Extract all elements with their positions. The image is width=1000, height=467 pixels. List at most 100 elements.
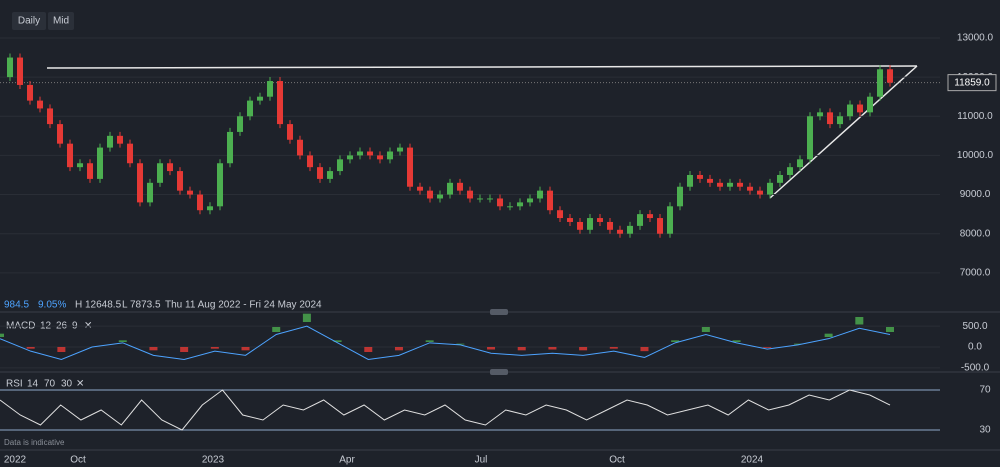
histogram-bar — [579, 347, 588, 351]
candle — [747, 186, 753, 191]
histogram-bar — [517, 347, 526, 351]
candle — [727, 182, 733, 187]
candle — [537, 190, 543, 199]
trend-line[interactable] — [769, 65, 918, 199]
y-tick-label: 30 — [979, 425, 991, 436]
candle — [247, 100, 253, 117]
candle — [127, 143, 133, 164]
candle — [437, 194, 443, 199]
candle — [377, 155, 383, 160]
price-type[interactable]: Mid — [53, 16, 69, 27]
candle — [837, 116, 843, 125]
candle — [527, 198, 533, 203]
histogram-bar — [241, 347, 250, 351]
histogram-bar — [149, 347, 158, 351]
histogram-bar — [26, 347, 35, 349]
candle — [737, 182, 743, 187]
trend-line[interactable] — [46, 65, 918, 69]
histogram-bar — [210, 347, 219, 349]
candle — [517, 202, 523, 207]
x-tick-label: Oct — [609, 455, 625, 466]
candle — [557, 210, 563, 219]
candle — [397, 147, 403, 152]
panel-resizer[interactable] — [490, 309, 508, 315]
x-tick-label: 2022 — [4, 455, 27, 466]
high: H 12648.5 — [75, 300, 122, 311]
candle — [477, 198, 483, 200]
candle — [227, 131, 233, 164]
y-tick-label: 13000.0 — [957, 33, 994, 44]
candle — [267, 81, 273, 97]
candle — [167, 163, 173, 172]
candle — [887, 69, 893, 83]
candle — [677, 186, 683, 207]
candle — [467, 190, 473, 199]
candle — [567, 218, 573, 222]
candle — [547, 190, 553, 211]
candle — [417, 186, 423, 191]
candle — [857, 104, 863, 113]
candle — [7, 57, 13, 78]
candle — [337, 159, 343, 172]
candle — [237, 116, 243, 132]
x-tick-label: Apr — [339, 455, 355, 466]
candle — [387, 151, 393, 160]
y-tick-label: 9000.0 — [960, 189, 991, 200]
candle — [487, 198, 493, 200]
x-tick-label: Oct — [70, 455, 86, 466]
candle — [27, 84, 33, 101]
candle — [117, 135, 123, 144]
change: 984.5 — [4, 300, 29, 311]
histogram-bar — [180, 347, 189, 352]
rsi-param: 70 — [44, 379, 56, 390]
candle — [207, 206, 213, 211]
histogram-bar — [0, 333, 4, 337]
histogram-bar — [394, 347, 403, 351]
disclaimer: Data is indicative — [4, 438, 65, 447]
rsi-param: 30 — [61, 379, 73, 390]
candle — [217, 163, 223, 207]
candle — [257, 96, 263, 101]
low: L 7873.5 — [122, 300, 161, 311]
current-price: 11859.0 — [954, 77, 990, 88]
candle — [797, 159, 803, 168]
candle — [847, 104, 853, 117]
candle — [827, 112, 833, 125]
close-icon[interactable]: ✕ — [76, 379, 84, 390]
candle — [47, 108, 53, 125]
y-tick-label: 7000.0 — [960, 267, 991, 278]
candle — [457, 182, 463, 191]
histogram-bar — [701, 327, 710, 332]
histogram-bar — [364, 347, 373, 352]
candle — [607, 221, 613, 230]
histogram-bar — [118, 340, 127, 342]
y-tick-label: 8000.0 — [960, 228, 991, 239]
histogram-bar — [793, 343, 802, 345]
y-tick-label: 70 — [979, 385, 991, 396]
candle — [657, 218, 663, 234]
candle — [597, 218, 603, 222]
candle — [447, 182, 453, 195]
candle — [317, 167, 323, 179]
price-type-button[interactable] — [48, 12, 74, 30]
candle — [787, 167, 793, 175]
candle — [187, 190, 193, 195]
candle — [687, 174, 693, 187]
candle — [147, 182, 153, 203]
candle — [867, 96, 873, 113]
candle — [97, 147, 103, 179]
candle — [297, 139, 303, 156]
panel-resizer[interactable] — [490, 369, 508, 375]
candle — [617, 229, 623, 234]
interval[interactable]: Daily — [18, 16, 40, 27]
candle — [107, 135, 113, 148]
candle — [347, 155, 353, 160]
candle — [877, 69, 883, 97]
interval-button[interactable] — [12, 12, 46, 30]
y-tick-label: 11000.0 — [957, 111, 993, 122]
histogram-bar — [302, 313, 311, 322]
candle — [507, 206, 513, 208]
histogram-bar — [548, 347, 557, 350]
histogram-bar — [333, 340, 342, 342]
